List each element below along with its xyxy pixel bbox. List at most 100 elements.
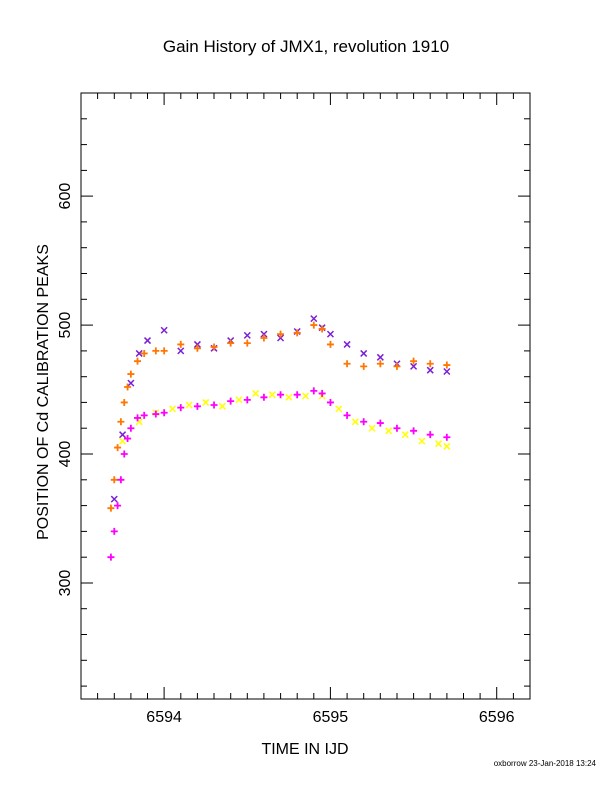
data-point <box>277 391 285 399</box>
data-point <box>243 339 251 347</box>
data-point <box>426 431 434 439</box>
data-point <box>114 502 122 510</box>
data-point <box>140 349 148 357</box>
data-point <box>160 347 168 355</box>
data-point <box>351 418 359 426</box>
data-point <box>376 419 384 427</box>
data-point <box>443 361 451 369</box>
data-point <box>310 321 318 329</box>
x-tick-label: 6596 <box>479 709 515 726</box>
data-point <box>227 339 235 347</box>
series-1 <box>110 315 451 503</box>
data-point <box>443 442 451 450</box>
data-point <box>293 391 301 399</box>
data-point <box>134 357 142 365</box>
data-point <box>443 433 451 441</box>
data-point <box>343 411 351 419</box>
chart-title: Gain History of JMX1, revolution 1910 <box>162 37 450 56</box>
data-point <box>124 383 132 391</box>
data-point <box>114 444 122 452</box>
data-point <box>135 349 143 357</box>
data-point <box>160 409 168 417</box>
y-tick-label: 300 <box>57 570 74 597</box>
data-point <box>401 431 409 439</box>
data-point <box>177 404 185 412</box>
data-point <box>426 360 434 368</box>
data-point <box>117 476 125 484</box>
data-point <box>310 315 318 323</box>
series-4 <box>107 387 451 561</box>
data-point <box>210 343 218 351</box>
series-3 <box>119 389 451 450</box>
data-point <box>410 362 418 370</box>
data-point <box>110 495 118 503</box>
data-point <box>177 340 185 348</box>
data-point <box>152 410 160 418</box>
data-point <box>318 389 326 397</box>
data-point <box>193 344 201 352</box>
y-tick-label: 600 <box>57 183 74 210</box>
data-point <box>368 424 376 432</box>
data-point <box>301 392 310 400</box>
data-point <box>193 402 201 410</box>
data-point <box>193 340 201 348</box>
data-point <box>260 334 268 342</box>
data-point <box>124 435 132 443</box>
data-point <box>134 414 142 422</box>
y-axis-label: POSITION OF Cd CALIBRATION PEAKS <box>35 244 52 540</box>
data-point <box>385 427 393 435</box>
data-point <box>252 389 260 397</box>
data-point <box>127 424 135 432</box>
data-point <box>235 396 243 404</box>
data-point <box>177 347 185 355</box>
series-2 <box>107 321 451 512</box>
data-point <box>343 360 351 368</box>
data-point <box>127 370 135 378</box>
data-point <box>119 431 127 439</box>
data-point <box>418 437 426 445</box>
data-point <box>127 379 135 387</box>
data-point <box>243 396 251 404</box>
data-point <box>202 398 210 406</box>
x-axis-label: TIME IN IJD <box>261 741 348 758</box>
data-point <box>426 366 434 374</box>
data-point <box>227 397 235 405</box>
data-point <box>318 325 326 333</box>
data-point <box>360 362 368 370</box>
y-tick-label: 500 <box>57 312 74 339</box>
data-point <box>110 476 118 484</box>
data-point <box>335 405 343 413</box>
data-point <box>168 405 176 413</box>
ticks-layer: 6594 6595 6596 300 400 500 600 <box>57 92 530 726</box>
data-point <box>140 411 148 419</box>
data-point <box>410 357 418 365</box>
data-point <box>285 393 293 401</box>
data-point <box>293 329 301 337</box>
data-point <box>152 347 160 355</box>
data-point <box>143 337 152 345</box>
data-point <box>160 326 168 334</box>
data-point <box>110 527 118 535</box>
data-point <box>443 367 451 376</box>
footer-credit: oxborrow 23-Jan-2018 13:24 <box>493 759 596 768</box>
data-point <box>120 398 128 406</box>
data-point <box>260 330 268 338</box>
data-point <box>376 353 384 361</box>
data-point <box>343 340 351 348</box>
data-point <box>107 553 115 561</box>
plot-frame <box>80 92 531 700</box>
data-point <box>393 362 401 370</box>
data-point <box>360 418 368 426</box>
data-point <box>107 504 115 512</box>
data-point <box>210 401 218 409</box>
data-layer <box>107 315 451 561</box>
data-point <box>268 391 276 399</box>
data-point <box>376 360 384 368</box>
data-point <box>277 334 285 342</box>
data-point <box>310 387 318 395</box>
data-point <box>393 424 401 432</box>
data-point <box>410 427 418 435</box>
data-point <box>360 349 368 357</box>
data-point <box>185 401 193 409</box>
